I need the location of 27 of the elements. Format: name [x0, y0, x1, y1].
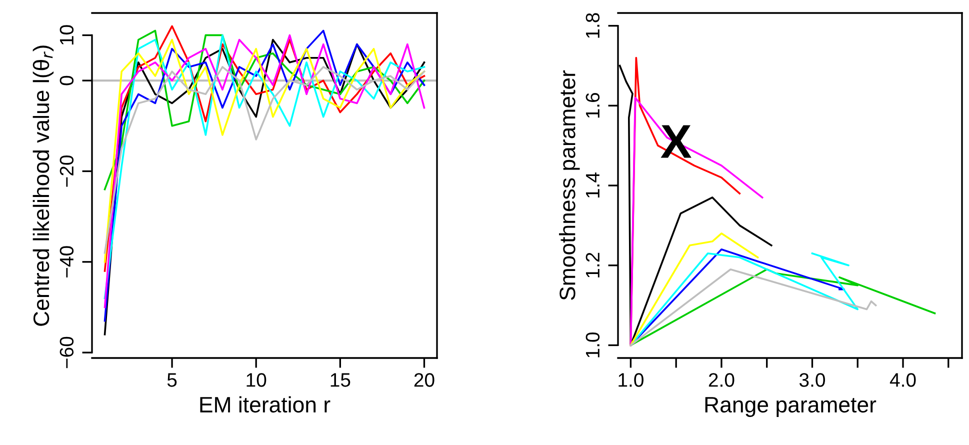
y-axis-title: Centred likelihood value l(θ$_{r}$) — [32, 46, 54, 326]
y-tick-label: −60 — [60, 336, 74, 368]
x-axis-title: EM iteration r — [200, 396, 330, 413]
y-tick-label: −20 — [60, 155, 74, 187]
line-series — [630, 268, 877, 346]
x-tick-label: 3.0 — [799, 373, 825, 387]
y-tick-label: 1.6 — [586, 92, 600, 118]
y-tick-label: −40 — [60, 246, 74, 278]
y-tick-label: 0 — [60, 76, 74, 86]
line-series — [630, 232, 759, 346]
x-tick-label: 2.0 — [708, 373, 734, 387]
y-tick-label: 1.8 — [586, 13, 600, 38]
y-tick-label: 10 — [60, 25, 74, 45]
x-tick-label: 10 — [246, 373, 266, 387]
line-series — [630, 96, 764, 346]
x-tick-label: 20 — [414, 373, 434, 387]
line-series — [104, 30, 426, 190]
x-axis-title: Range parameter — [705, 397, 876, 417]
x-tick-label: 15 — [330, 373, 350, 387]
y-tick-label: 1.0 — [586, 332, 600, 358]
x-tick-label: 4.0 — [890, 373, 916, 387]
x-tick-label: 5 — [167, 373, 177, 387]
y-axis-title: Smoothness parameter — [559, 70, 580, 300]
y-tick-label: 1.2 — [586, 252, 600, 278]
x-tick-label: 1.0 — [618, 373, 644, 387]
y-tick-label: 1.4 — [586, 172, 600, 198]
line-series — [630, 268, 936, 346]
